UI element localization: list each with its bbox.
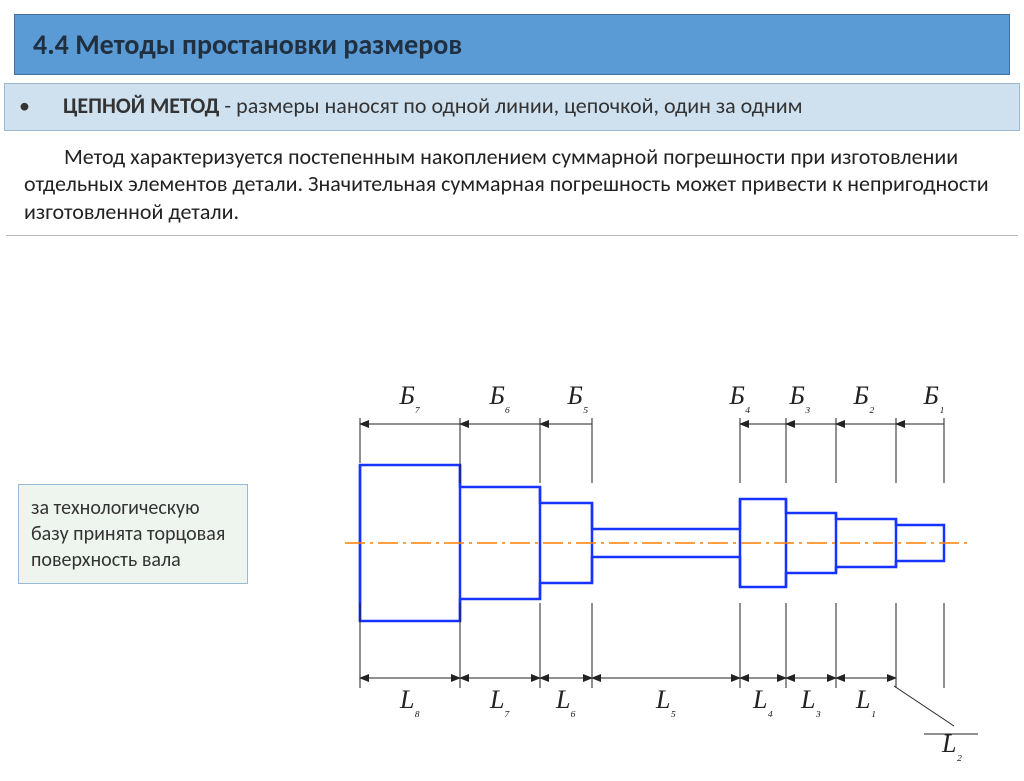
note-box: за технологическую базу принята торцовая… xyxy=(18,484,248,584)
svg-text:Б₆: Б₆ xyxy=(489,381,511,414)
svg-text:L₆: L₆ xyxy=(555,685,576,718)
svg-text:L₃: L₃ xyxy=(800,685,821,718)
body-content: Метод характеризуется постепенным накопл… xyxy=(24,143,989,225)
svg-text:L₈: L₈ xyxy=(399,685,420,718)
svg-text:L₁: L₁ xyxy=(855,685,876,718)
svg-text:L₄: L₄ xyxy=(752,685,773,718)
svg-text:L₇: L₇ xyxy=(489,685,510,718)
svg-text:Б₂: Б₂ xyxy=(853,381,875,414)
svg-text:L₅: L₅ xyxy=(655,685,676,718)
definition-box: ЦЕПНОЙ МЕТОД - размеры наносят по одной … xyxy=(4,83,1020,131)
svg-text:Б₄: Б₄ xyxy=(729,381,751,414)
note-text: за технологическую базу принята торцовая… xyxy=(31,496,225,572)
section-title: 4.4 Методы простановки размеров xyxy=(33,27,462,62)
svg-text:Б₃: Б₃ xyxy=(789,381,811,414)
svg-text:Б₁: Б₁ xyxy=(923,381,945,414)
definition-term: ЦЕПНОЙ МЕТОД xyxy=(63,92,220,119)
section-title-bar: 4.4 Методы простановки размеров xyxy=(14,14,1010,75)
body-paragraph: Метод характеризуется постепенным накопл… xyxy=(6,137,1018,237)
svg-text:Б₇: Б₇ xyxy=(399,381,421,414)
definition-text: - размеры наносят по одной линии, цепочк… xyxy=(219,92,802,119)
svg-text:Б₅: Б₅ xyxy=(567,381,589,414)
shaft-diagram: Б₇Б₆Б₅Б₄Б₃Б₂Б₁L₈L₇L₆L₅L₄L₃L₁L₂ xyxy=(320,378,1000,768)
